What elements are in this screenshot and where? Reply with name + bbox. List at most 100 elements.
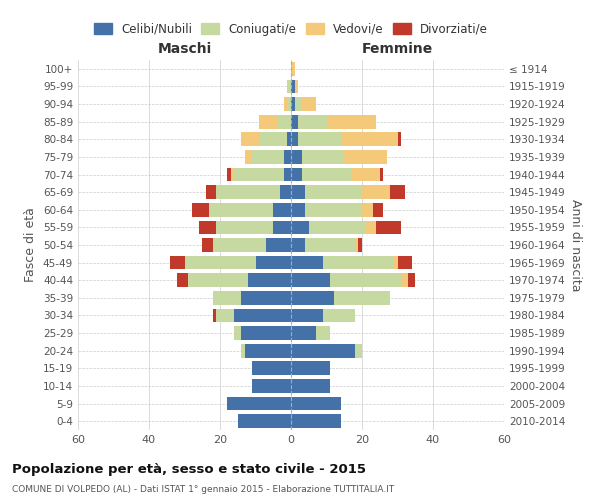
Bar [330,274,401,287]
Bar [291,168,302,181]
Bar [291,186,305,199]
Bar [280,186,291,199]
Bar [252,379,291,393]
Y-axis label: Anni di nascita: Anni di nascita [569,198,582,291]
Bar [284,97,287,111]
Bar [291,238,305,252]
Bar [291,203,305,216]
Bar [305,203,362,216]
Bar [305,238,355,252]
Text: COMUNE DI VOLPEDO (AL) - Dati ISTAT 1° gennaio 2015 - Elaborazione TUTTITALIA.IT: COMUNE DI VOLPEDO (AL) - Dati ISTAT 1° g… [12,485,394,494]
Bar [298,132,341,146]
Bar [178,274,188,287]
Bar [188,274,248,287]
Bar [227,168,230,181]
Bar [291,308,323,322]
Bar [277,115,291,128]
Bar [373,203,383,216]
Bar [170,256,185,270]
Bar [302,150,344,164]
Bar [358,238,362,252]
Bar [355,344,362,358]
Text: Popolazione per età, sesso e stato civile - 2015: Popolazione per età, sesso e stato civil… [12,462,366,475]
Bar [362,186,391,199]
Bar [302,168,352,181]
Bar [287,97,291,111]
Bar [291,414,341,428]
Bar [259,115,277,128]
Bar [256,256,291,270]
Bar [341,132,398,146]
Legend: Celibi/Nubili, Coniugati/e, Vedovi/e, Divorziati/e: Celibi/Nubili, Coniugati/e, Vedovi/e, Di… [89,18,493,40]
Bar [199,220,217,234]
Bar [287,132,291,146]
Bar [245,344,291,358]
Bar [241,291,291,304]
Bar [291,220,309,234]
Bar [217,308,234,322]
Bar [284,168,291,181]
Bar [217,186,280,199]
Bar [362,203,373,216]
Bar [234,326,241,340]
Bar [365,220,376,234]
Bar [298,115,326,128]
Bar [202,238,213,252]
Bar [380,168,383,181]
Bar [291,132,298,146]
Bar [185,256,256,270]
Bar [245,150,252,164]
Bar [291,150,302,164]
Bar [334,291,391,304]
Bar [234,308,291,322]
Bar [355,238,358,252]
Text: Femmine: Femmine [362,42,433,56]
Bar [401,274,408,287]
Bar [309,220,365,234]
Bar [344,150,387,164]
Bar [252,150,284,164]
Bar [291,115,298,128]
Bar [291,344,355,358]
Bar [248,274,291,287]
Bar [352,168,380,181]
Bar [394,256,398,270]
Bar [230,168,234,181]
Bar [241,344,245,358]
Bar [252,362,291,375]
Bar [398,256,412,270]
Y-axis label: Fasce di età: Fasce di età [25,208,37,282]
Bar [284,150,291,164]
Bar [241,132,259,146]
Bar [291,396,341,410]
Bar [376,220,401,234]
Bar [305,186,362,199]
Bar [213,238,266,252]
Bar [291,97,295,111]
Bar [295,97,302,111]
Bar [316,326,330,340]
Bar [291,274,330,287]
Bar [291,80,295,94]
Bar [213,308,217,322]
Bar [291,291,334,304]
Bar [408,274,415,287]
Bar [295,80,298,94]
Bar [266,238,291,252]
Bar [273,203,291,216]
Bar [206,186,217,199]
Bar [323,308,355,322]
Bar [302,97,316,111]
Bar [291,326,316,340]
Bar [287,80,291,94]
Text: Maschi: Maschi [157,42,212,56]
Bar [213,291,241,304]
Bar [398,132,401,146]
Bar [191,203,209,216]
Bar [234,168,284,181]
Bar [217,220,273,234]
Bar [291,256,323,270]
Bar [291,62,295,76]
Bar [291,379,330,393]
Bar [291,362,330,375]
